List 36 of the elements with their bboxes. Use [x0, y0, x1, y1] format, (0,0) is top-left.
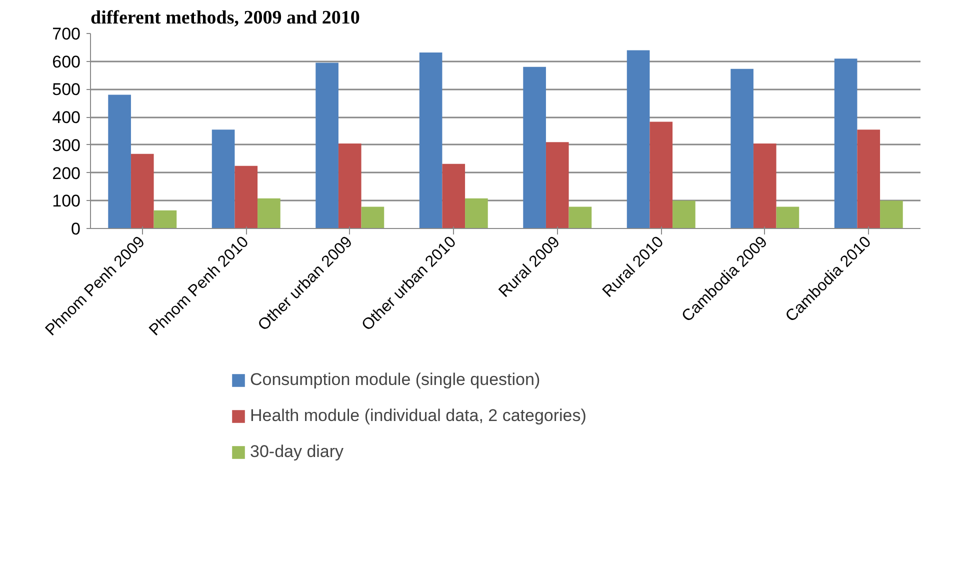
bar [419, 52, 442, 228]
bar [258, 198, 280, 228]
bar [465, 198, 488, 228]
chart-title: different methods, 2009 and 2010 [90, 8, 360, 28]
bar [753, 144, 776, 228]
bar [857, 130, 880, 228]
y-tick-label: 400 [52, 108, 81, 128]
y-tick-label: 600 [52, 52, 81, 72]
bar [130, 154, 154, 228]
bar [776, 206, 800, 228]
y-tick-label: 200 [52, 164, 81, 183]
bar [650, 122, 673, 228]
legend-label: Consumption module (single question) [250, 369, 540, 391]
bar [834, 58, 858, 228]
y-tick-label: 100 [52, 192, 81, 211]
bar [108, 94, 131, 228]
bar [154, 210, 177, 228]
y-tick-label: 700 [52, 24, 81, 44]
y-tick-label: 300 [52, 136, 81, 155]
bar [234, 166, 258, 228]
bar [568, 206, 592, 228]
bar [361, 206, 384, 228]
bar [338, 144, 362, 228]
bar [626, 50, 650, 228]
legend-label: 30-day diary [250, 441, 344, 463]
bar [546, 142, 569, 228]
y-tick-label: 0 [71, 220, 81, 238]
bar [523, 66, 546, 228]
y-tick-label: 500 [52, 80, 81, 100]
bar [316, 62, 338, 228]
bar [730, 68, 754, 228]
legend-label: Health module (individual data, 2 categories) [250, 405, 586, 427]
bar [212, 130, 235, 228]
bar [442, 164, 466, 228]
bar [672, 200, 696, 228]
bar [880, 200, 903, 228]
